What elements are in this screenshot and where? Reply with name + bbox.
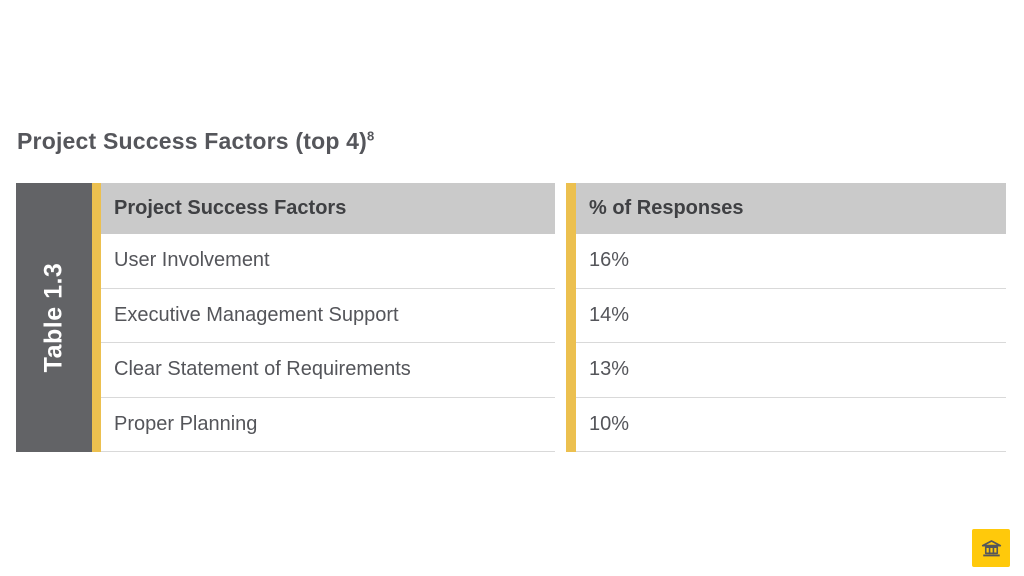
table-cell-factor-4: Proper Planning [101,397,555,452]
column-responses: % of Responses 16% 14% 13% 10% [576,183,1006,452]
table-1-3: Table 1.3 Project Success Factors User I… [16,183,1006,452]
table-cell-factor-1: User Involvement [101,234,555,289]
table-cell-factor-2: Executive Management Support [101,288,555,343]
table-cell-percent-2: 14% [576,288,1006,343]
table-side-label-text: Table 1.3 [39,262,68,373]
bank-button[interactable] [972,529,1010,567]
table-cell-factor-3: Clear Statement of Requirements [101,343,555,398]
accent-stripe-right [566,183,576,452]
table-cell-percent-3: 13% [576,343,1006,398]
column-header-responses: % of Responses [576,183,1006,234]
title-superscript: 8 [367,128,375,144]
table-side-label: Table 1.3 [16,183,92,452]
column-header-success-factors: Project Success Factors [101,183,555,234]
table-cell-percent-1: 16% [576,234,1006,289]
table-cell-percent-4: 10% [576,397,1006,452]
accent-stripe-left [92,183,101,452]
bank-icon [980,537,1003,560]
page-title-text: Project Success Factors (top 4) [17,128,368,154]
page-title: Project Success Factors (top 4)8 [17,128,374,155]
column-success-factors: Project Success Factors User Involvement… [101,183,555,452]
